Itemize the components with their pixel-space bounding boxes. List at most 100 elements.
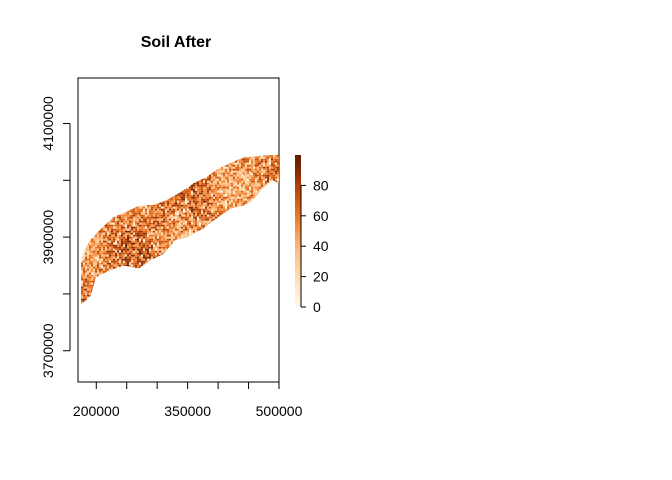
- raster-cell: [137, 209, 139, 211]
- raster-cell: [275, 221, 277, 223]
- raster-cell: [275, 203, 277, 205]
- raster-cell: [199, 223, 201, 225]
- raster-cell: [215, 223, 217, 225]
- raster-cell: [227, 175, 229, 177]
- raster-cell: [241, 181, 243, 183]
- raster-cell: [161, 169, 163, 171]
- raster-cell: [137, 205, 139, 207]
- raster-cell: [139, 197, 141, 199]
- raster-cell: [259, 179, 261, 181]
- raster-cell: [169, 247, 171, 249]
- raster-cell: [215, 245, 217, 247]
- raster-cell: [93, 189, 95, 191]
- raster-cell: [107, 215, 109, 217]
- raster-cell: [227, 157, 229, 159]
- raster-cell: [275, 209, 277, 211]
- raster-cell: [215, 191, 217, 193]
- raster-cell: [173, 209, 175, 211]
- raster-cell: [197, 181, 199, 183]
- raster-cell: [119, 253, 121, 255]
- raster-cell: [175, 207, 177, 209]
- raster-cell: [261, 209, 263, 211]
- raster-cell: [225, 177, 227, 179]
- raster-cell: [197, 205, 199, 207]
- raster-cell: [215, 201, 217, 203]
- raster-cell: [109, 157, 111, 159]
- raster-cell: [251, 219, 253, 221]
- raster-cell: [165, 255, 167, 257]
- raster-cell: [211, 229, 213, 231]
- raster-cell: [117, 239, 119, 241]
- raster-cell: [97, 239, 99, 241]
- raster-cell: [125, 245, 127, 247]
- raster-cell: [219, 177, 221, 179]
- raster-cell: [257, 193, 259, 195]
- raster-cell: [183, 253, 185, 255]
- raster-cell: [273, 185, 275, 187]
- raster-cell: [97, 177, 99, 179]
- raster-cell: [91, 213, 93, 215]
- raster-cell: [97, 167, 99, 169]
- raster-cell: [225, 161, 227, 163]
- raster-cell: [221, 249, 223, 251]
- raster-cell: [185, 223, 187, 225]
- raster-cell: [141, 177, 143, 179]
- raster-cell: [275, 163, 277, 165]
- raster-cell: [261, 243, 263, 245]
- raster-cell: [127, 155, 129, 157]
- raster-cell: [111, 155, 113, 157]
- raster-cell: [205, 185, 207, 187]
- raster-cell: [135, 245, 137, 247]
- raster-cell: [155, 195, 157, 197]
- raster-cell: [81, 229, 83, 231]
- raster-cell: [265, 229, 267, 231]
- raster-cell: [251, 189, 253, 191]
- raster-cell: [247, 189, 249, 191]
- raster-cell: [245, 217, 247, 219]
- raster-cell: [107, 235, 109, 237]
- raster-cell: [197, 169, 199, 171]
- raster-cell: [215, 205, 217, 207]
- raster-cell: [267, 189, 269, 191]
- raster-cell: [249, 155, 251, 157]
- raster-cell: [149, 217, 151, 219]
- raster-cell: [163, 229, 165, 231]
- raster-cell: [113, 247, 115, 249]
- raster-cell: [269, 199, 271, 201]
- raster-cell: [131, 163, 133, 165]
- raster-cell: [183, 195, 185, 197]
- raster-cell: [193, 205, 195, 207]
- raster-cell: [217, 251, 219, 253]
- raster-cell: [91, 231, 93, 233]
- raster-cell: [169, 221, 171, 223]
- raster-cell: [209, 219, 211, 221]
- raster-cell: [207, 173, 209, 175]
- raster-cell: [89, 245, 91, 247]
- raster-cell: [145, 223, 147, 225]
- raster-cell: [131, 171, 133, 173]
- raster-cell: [165, 239, 167, 241]
- raster-cell: [221, 227, 223, 229]
- raster-cell: [275, 249, 277, 251]
- raster-cell: [193, 179, 195, 181]
- raster-cell: [109, 243, 111, 245]
- raster-cell: [195, 245, 197, 247]
- raster-cell: [269, 251, 271, 253]
- raster-cell: [197, 225, 199, 227]
- raster-cell: [163, 237, 165, 239]
- raster-cell: [131, 217, 133, 219]
- raster-cell: [117, 211, 119, 213]
- raster-cell: [105, 239, 107, 241]
- raster-cell: [271, 241, 273, 243]
- raster-cell: [225, 203, 227, 205]
- raster-cell: [95, 171, 97, 173]
- raster-cell: [109, 237, 111, 239]
- raster-cell: [157, 159, 159, 161]
- raster-cell: [177, 235, 179, 237]
- raster-cell: [111, 199, 113, 201]
- raster-cell: [261, 241, 263, 243]
- raster-cell: [191, 213, 193, 215]
- raster-cell: [225, 179, 227, 181]
- raster-cell: [253, 193, 255, 195]
- raster-cell: [221, 231, 223, 233]
